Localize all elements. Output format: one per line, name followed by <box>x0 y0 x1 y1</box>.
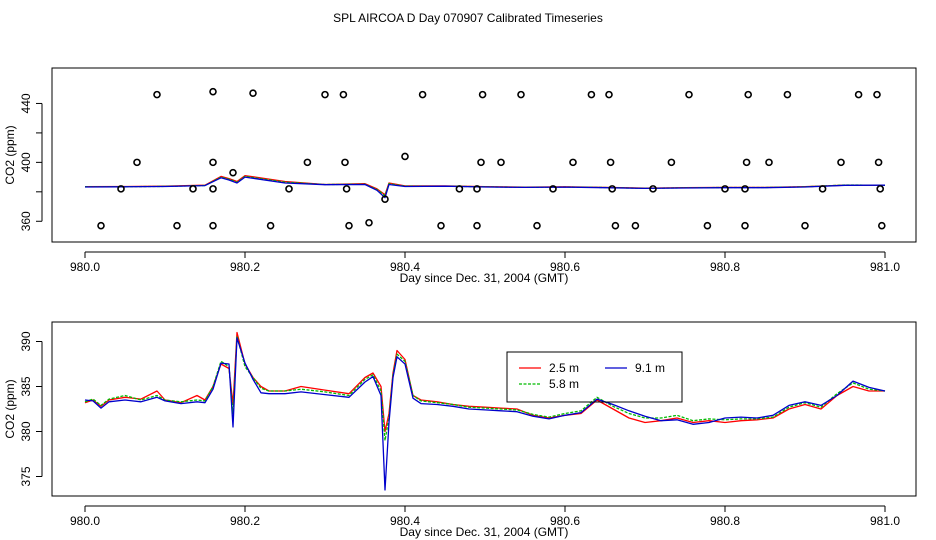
scatter-point <box>685 90 693 99</box>
x-axis-label-1: Day since Dec. 31, 2004 (GMT) <box>400 271 569 285</box>
x-tick-label: 980.8 <box>710 260 740 274</box>
scatter-point <box>742 158 751 167</box>
scatter-point <box>133 158 141 167</box>
scatter-point <box>854 90 863 99</box>
scatter-point <box>266 221 275 230</box>
scatter-point <box>209 87 217 96</box>
y-tick-label: 380 <box>19 421 33 441</box>
scatter-point <box>365 218 373 227</box>
scatter-point <box>209 221 217 230</box>
scatter-point <box>229 168 237 177</box>
legend-label: 2.5 m <box>549 361 579 375</box>
scatter-point <box>437 221 445 230</box>
scatter-point <box>189 185 197 193</box>
y-tick-label: 385 <box>19 376 33 396</box>
y-tick-label: 390 <box>19 331 33 351</box>
scatter-point <box>741 185 749 193</box>
scatter-point <box>605 90 613 99</box>
scatter-point <box>173 221 181 230</box>
scatter-point <box>517 90 525 99</box>
scatter-point <box>455 185 464 193</box>
scatter-point <box>497 158 505 167</box>
scatter-point <box>478 90 487 99</box>
scatter-point <box>818 185 827 193</box>
scatter-point <box>874 158 883 167</box>
x-tick-label: 981.0 <box>870 260 900 274</box>
x-tick-label: 980.4 <box>390 514 420 528</box>
scatter-point <box>783 90 792 99</box>
y-tick-label: 360 <box>19 211 33 231</box>
x-tick-label: 980.4 <box>390 260 420 274</box>
plot-frame-1 <box>51 67 917 243</box>
y-tick-label: 400 <box>19 152 33 172</box>
scatter-point <box>477 158 485 167</box>
plot-frame-2 <box>51 321 917 497</box>
scatter-point <box>873 90 881 99</box>
x-axis-label-2: Day since Dec. 31, 2004 (GMT) <box>400 525 569 539</box>
x-tick-label: 980.2 <box>230 260 260 274</box>
scatter-point <box>765 158 773 167</box>
scatter-point <box>342 185 351 193</box>
scatter-point <box>401 152 409 161</box>
scatter-point <box>153 90 161 99</box>
x-tick-label: 981.0 <box>870 514 900 528</box>
x-tick-label: 980.8 <box>710 514 740 528</box>
series-line-5-8-m-2 <box>84 335 886 442</box>
scatter-point <box>285 185 293 193</box>
scatter-point <box>209 158 217 167</box>
series-line-2-5-m-2 <box>84 331 885 433</box>
scatter-point <box>631 221 640 230</box>
scatter-point <box>608 185 617 193</box>
scatter-point <box>533 221 541 230</box>
scatter-point <box>117 185 125 193</box>
x-tick-label: 980.0 <box>70 260 100 274</box>
scatter-point <box>741 221 749 230</box>
y-tick-label: 375 <box>19 466 33 486</box>
scatter-point <box>473 185 481 193</box>
scatter-point <box>877 221 886 230</box>
scatter-point <box>801 221 809 230</box>
y-tick-label: 440 <box>19 93 33 113</box>
scatter-point <box>744 90 753 99</box>
scatter-point <box>381 195 389 203</box>
scatter-point <box>418 90 427 99</box>
scatter-point <box>837 158 845 167</box>
x-tick-label: 980.6 <box>550 260 580 274</box>
scatter-point <box>569 158 577 167</box>
scatter-point <box>321 90 329 99</box>
scatter-point <box>611 221 620 230</box>
scatter-point <box>341 158 349 167</box>
x-tick-label: 980.6 <box>550 514 580 528</box>
scatter-point <box>606 158 615 167</box>
scatter-point <box>249 89 257 97</box>
y-axis-label-2: CO2 (ppm) <box>3 379 17 438</box>
legend-label: 9.1 m <box>635 361 665 375</box>
legend-label: 5.8 m <box>549 377 579 391</box>
series-line-9-1-m-1 <box>84 176 886 199</box>
scatter-point <box>209 185 217 193</box>
x-tick-label: 980.0 <box>70 514 100 528</box>
scatter-point <box>473 221 481 230</box>
scatter-point <box>345 221 353 230</box>
scatter-point <box>703 221 712 230</box>
x-tick-label: 980.2 <box>230 514 260 528</box>
scatter-point <box>339 90 348 99</box>
scatter-point <box>876 185 885 193</box>
scatter-point <box>649 185 657 193</box>
scatter-point <box>587 90 596 99</box>
scatter-point <box>721 185 729 193</box>
scatter-point <box>303 158 312 167</box>
chart-title: SPL AIRCOA D Day 070907 Calibrated Times… <box>333 11 603 25</box>
scatter-point <box>97 221 105 230</box>
y-axis-label-1: CO2 (ppm) <box>3 125 17 184</box>
series-line-9-1-m-2 <box>84 337 886 491</box>
scatter-point <box>667 158 676 167</box>
legend-box <box>506 351 683 403</box>
scatter-point <box>549 185 557 193</box>
